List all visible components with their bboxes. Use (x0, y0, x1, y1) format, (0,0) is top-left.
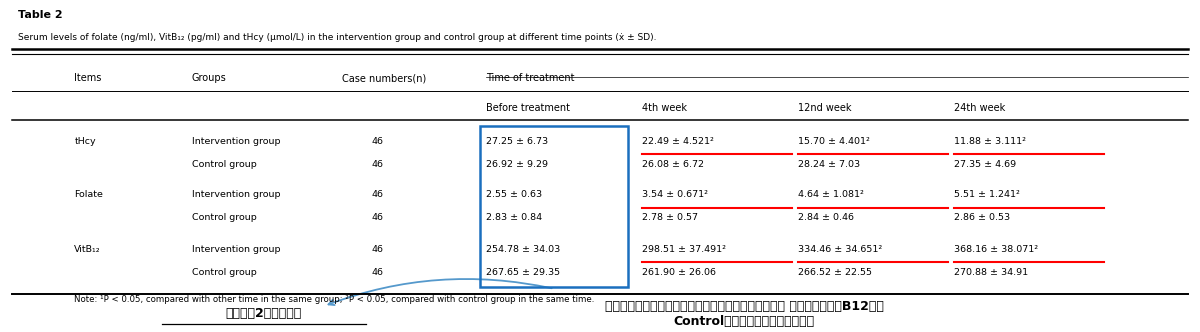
Text: Serum levels of folate (ng/ml), VitB₁₂ (pg/ml) and tHcy (μmol/L) in the interven: Serum levels of folate (ng/ml), VitB₁₂ (… (18, 33, 656, 42)
Text: 46: 46 (372, 190, 384, 199)
Text: Intervention group: Intervention group (192, 244, 281, 254)
Text: tHcy: tHcy (74, 136, 96, 146)
Text: 投与後は介入群で治療前より総ホモシステイン低下， 葉酸・ビタミンB12上昇
Control群は治療前後で有效差なし: 投与後は介入群で治療前より総ホモシステイン低下， 葉酸・ビタミンB12上昇 Co… (605, 300, 883, 328)
Text: Note: ¹P < 0.05, compared with other time in the same group; ²P < 0.05, compared: Note: ¹P < 0.05, compared with other tim… (74, 295, 595, 304)
Text: 2.83 ± 0.84: 2.83 ± 0.84 (486, 213, 542, 222)
Text: Items: Items (74, 73, 102, 83)
Text: Control group: Control group (192, 213, 257, 222)
Text: 254.78 ± 34.03: 254.78 ± 34.03 (486, 244, 560, 254)
Text: 12nd week: 12nd week (798, 103, 852, 113)
Text: 22.49 ± 4.521²: 22.49 ± 4.521² (642, 136, 714, 146)
Text: 2.78 ± 0.57: 2.78 ± 0.57 (642, 213, 698, 222)
Text: 5.51 ± 1.241²: 5.51 ± 1.241² (954, 190, 1020, 199)
Text: 368.16 ± 38.071²: 368.16 ± 38.071² (954, 244, 1038, 254)
Text: 4.64 ± 1.081²: 4.64 ± 1.081² (798, 190, 864, 199)
Text: 4th week: 4th week (642, 103, 686, 113)
Text: 27.35 ± 4.69: 27.35 ± 4.69 (954, 160, 1016, 169)
Text: 2.86 ± 0.53: 2.86 ± 0.53 (954, 213, 1010, 222)
Text: 27.25 ± 6.73: 27.25 ± 6.73 (486, 136, 548, 146)
Text: Groups: Groups (192, 73, 227, 83)
Text: Intervention group: Intervention group (192, 136, 281, 146)
Text: Intervention group: Intervention group (192, 190, 281, 199)
Text: 2.84 ± 0.46: 2.84 ± 0.46 (798, 213, 854, 222)
Text: 261.90 ± 26.06: 261.90 ± 26.06 (642, 268, 716, 277)
Text: Case numbers(n): Case numbers(n) (342, 73, 426, 83)
Text: 266.52 ± 22.55: 266.52 ± 22.55 (798, 268, 872, 277)
Text: 334.46 ± 34.651²: 334.46 ± 34.651² (798, 244, 882, 254)
Text: 270.88 ± 34.91: 270.88 ± 34.91 (954, 268, 1028, 277)
Text: 26.92 ± 9.29: 26.92 ± 9.29 (486, 160, 548, 169)
Text: Control group: Control group (192, 268, 257, 277)
Text: 46: 46 (372, 244, 384, 254)
Text: 298.51 ± 37.491²: 298.51 ± 37.491² (642, 244, 726, 254)
Text: 46: 46 (372, 213, 384, 222)
Text: Folate: Folate (74, 190, 103, 199)
Text: 11.88 ± 3.111²: 11.88 ± 3.111² (954, 136, 1026, 146)
Text: Time of treatment: Time of treatment (486, 73, 575, 83)
Text: 46: 46 (372, 160, 384, 169)
Text: Control group: Control group (192, 160, 257, 169)
Text: 267.65 ± 29.35: 267.65 ± 29.35 (486, 268, 560, 277)
Text: 24th week: 24th week (954, 103, 1006, 113)
Text: 15.70 ± 4.401²: 15.70 ± 4.401² (798, 136, 870, 146)
Text: 28.24 ± 7.03: 28.24 ± 7.03 (798, 160, 860, 169)
Text: 2.55 ± 0.63: 2.55 ± 0.63 (486, 190, 542, 199)
Text: VitB₁₂: VitB₁₂ (74, 244, 101, 254)
Text: 26.08 ± 6.72: 26.08 ± 6.72 (642, 160, 704, 169)
Text: 治療前は2群で差なし: 治療前は2群で差なし (226, 307, 302, 320)
Text: Before treatment: Before treatment (486, 103, 570, 113)
Text: 46: 46 (372, 268, 384, 277)
Text: 46: 46 (372, 136, 384, 146)
Text: Table 2: Table 2 (18, 10, 62, 20)
Text: 3.54 ± 0.671²: 3.54 ± 0.671² (642, 190, 708, 199)
